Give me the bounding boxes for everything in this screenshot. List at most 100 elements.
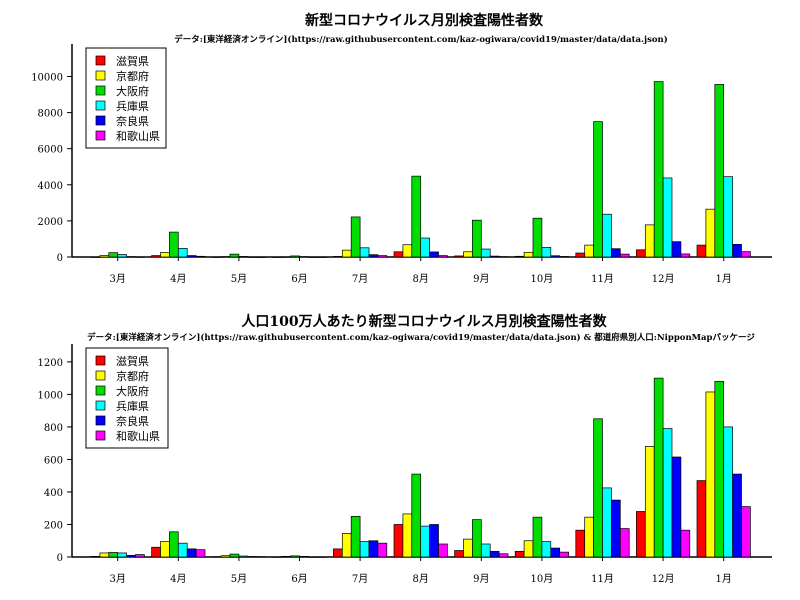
bar [732, 473, 742, 558]
bar [662, 428, 673, 558]
bar [723, 176, 733, 258]
bar [472, 219, 482, 258]
bar [229, 553, 240, 558]
x-tick-label: 3月 [110, 573, 126, 585]
y-tick-label: 200 [44, 520, 63, 531]
bar [281, 256, 291, 258]
legend-swatch [95, 85, 106, 96]
bar [559, 551, 569, 558]
y-tick-label: 600 [44, 455, 63, 466]
chart-subtitle: データ:[東洋経済オンライン](https://raw.githubuserco… [174, 34, 668, 45]
bar [680, 529, 691, 558]
bar [238, 555, 249, 558]
bar [463, 538, 473, 558]
bar [126, 555, 136, 558]
bar [160, 252, 170, 258]
bar [532, 516, 543, 558]
legend-swatch [95, 385, 106, 396]
bar [611, 248, 621, 258]
bar [541, 541, 552, 558]
bar [575, 252, 586, 258]
bar [377, 542, 388, 558]
bar [299, 256, 309, 258]
y-tick-label: 1000 [38, 390, 63, 401]
x-tick-label: 5月 [231, 273, 247, 285]
bar [368, 254, 379, 258]
y-tick-label: 800 [44, 423, 63, 434]
legend-swatch [95, 430, 106, 441]
bar [402, 244, 413, 258]
bar [281, 555, 291, 558]
y-tick-label: 1200 [38, 358, 63, 369]
bar [308, 256, 318, 258]
legend-swatch [95, 55, 106, 66]
bar [211, 256, 222, 258]
bar [299, 555, 309, 558]
bar [619, 528, 630, 558]
bar [411, 175, 422, 258]
chart-title: 人口100万人あたり新型コロナウイルス月別検査陽性者数 [241, 313, 607, 330]
bar [151, 546, 161, 558]
legend-label: 和歌山県 [116, 429, 160, 443]
bar [714, 84, 725, 258]
bar [99, 552, 110, 558]
x-tick-label: 1月 [716, 573, 732, 585]
bar [472, 519, 482, 558]
x-tick-label: 11月 [591, 273, 614, 285]
x-tick-label: 9月 [473, 273, 489, 285]
bar [671, 241, 682, 258]
bar [696, 480, 707, 558]
bar [420, 525, 430, 558]
bar [169, 231, 179, 258]
legend-label: 京都府 [116, 369, 149, 383]
y-tick-label: 400 [44, 488, 63, 499]
bar [229, 253, 240, 258]
legend-label: 大阪府 [116, 84, 149, 98]
bar [316, 556, 327, 558]
bar [523, 251, 534, 258]
legend-label: 奈良県 [116, 414, 149, 428]
bar [705, 208, 716, 258]
bar [514, 550, 525, 558]
bar [420, 237, 430, 258]
bar [550, 255, 561, 258]
x-tick-label: 4月 [170, 273, 186, 285]
bar [714, 381, 725, 558]
bar [177, 542, 188, 558]
x-tick-label: 10月 [531, 273, 554, 285]
bar [523, 540, 534, 558]
bar [117, 254, 127, 258]
bar [498, 256, 509, 258]
bar [498, 553, 509, 558]
bar [211, 556, 222, 558]
bar [333, 548, 343, 558]
x-tick-label: 10月 [531, 573, 554, 585]
bar [368, 540, 379, 558]
y-tick-label: 8000 [38, 109, 63, 120]
bar [550, 547, 561, 558]
bar [454, 255, 464, 258]
bar [272, 256, 283, 258]
legend-label: 大阪府 [116, 384, 149, 398]
bar [619, 253, 630, 258]
bar [151, 255, 161, 258]
bar [584, 516, 594, 558]
bar [108, 552, 119, 558]
y-tick-label: 0 [57, 253, 63, 264]
x-tick-label: 1月 [716, 273, 732, 285]
bar [636, 511, 646, 558]
bar [247, 256, 258, 258]
bar [238, 256, 249, 258]
bar [135, 256, 145, 258]
bar [126, 256, 136, 258]
bar [290, 555, 300, 558]
bar [611, 499, 621, 558]
bar [341, 533, 352, 558]
bar [290, 255, 300, 258]
x-tick-label: 6月 [291, 273, 307, 285]
bar [489, 550, 500, 558]
bar [732, 244, 742, 258]
